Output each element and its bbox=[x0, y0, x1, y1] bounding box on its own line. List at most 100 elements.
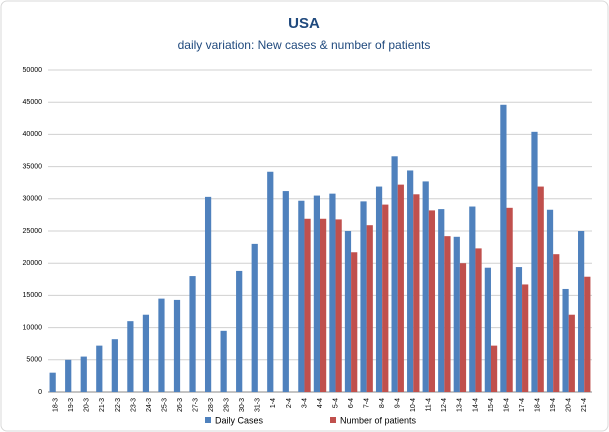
x-tick-label: 20-3 bbox=[84, 398, 91, 412]
bar bbox=[320, 218, 327, 392]
legend-label: Daily Cases bbox=[215, 415, 264, 425]
x-tick-label: 21-4 bbox=[581, 398, 588, 412]
bar bbox=[413, 194, 420, 392]
bar bbox=[546, 209, 554, 392]
bar bbox=[500, 104, 507, 392]
x-tick-label: 31-3 bbox=[255, 398, 262, 412]
y-tick-label: 35000 bbox=[23, 163, 43, 170]
bar bbox=[173, 299, 181, 392]
bar bbox=[335, 219, 342, 392]
bar bbox=[298, 200, 305, 392]
x-tick-label: 19-3 bbox=[68, 398, 75, 412]
bar bbox=[65, 359, 72, 392]
y-tick-label: 25000 bbox=[23, 228, 43, 235]
legend-swatch bbox=[330, 417, 336, 423]
bar bbox=[522, 284, 529, 392]
x-tick-label: 12-4 bbox=[441, 398, 448, 412]
x-tick-label: 19-4 bbox=[550, 398, 557, 412]
bar bbox=[375, 186, 383, 392]
y-tick-label: 10000 bbox=[23, 324, 43, 331]
bar bbox=[397, 184, 404, 392]
bar bbox=[366, 225, 373, 392]
bar bbox=[422, 181, 429, 392]
bar bbox=[80, 356, 87, 392]
bar bbox=[578, 231, 585, 392]
bar bbox=[568, 314, 575, 392]
x-tick-label: 26-3 bbox=[177, 398, 184, 412]
x-tick-label: 23-3 bbox=[130, 398, 137, 412]
bar bbox=[351, 252, 358, 392]
x-tick-label: 18-3 bbox=[53, 398, 60, 412]
x-tick-label: 7-4 bbox=[363, 398, 370, 408]
bar bbox=[453, 236, 460, 392]
x-tick-label: 6-4 bbox=[348, 398, 355, 408]
bar bbox=[189, 276, 196, 392]
y-tick-label: 15000 bbox=[23, 292, 43, 299]
bar bbox=[515, 267, 523, 392]
x-tick-label: 1-4 bbox=[270, 398, 277, 408]
bar bbox=[459, 263, 467, 392]
bar bbox=[96, 345, 103, 392]
x-tick-label: 24-3 bbox=[146, 398, 153, 412]
x-tick-label: 20-4 bbox=[566, 398, 573, 412]
bar bbox=[407, 170, 414, 392]
bar bbox=[329, 193, 336, 392]
bar bbox=[553, 254, 560, 392]
x-tick-label: 21-3 bbox=[99, 398, 106, 412]
bar bbox=[304, 218, 311, 392]
bar bbox=[158, 298, 165, 392]
x-tick-label: 11-4 bbox=[426, 398, 433, 412]
x-tick-label: 2-4 bbox=[286, 398, 293, 408]
bar bbox=[391, 156, 398, 392]
bar bbox=[267, 171, 274, 392]
y-tick-label: 0 bbox=[38, 389, 42, 396]
x-tick-label: 10-4 bbox=[410, 398, 417, 412]
x-tick-label: 4-4 bbox=[317, 398, 324, 408]
x-tick-label: 22-3 bbox=[115, 398, 122, 412]
x-tick-label: 13-4 bbox=[457, 398, 464, 412]
legend-swatch bbox=[205, 417, 211, 423]
x-tick-label: 16-4 bbox=[503, 398, 510, 412]
x-tick-label: 8-4 bbox=[379, 398, 386, 408]
bar bbox=[438, 209, 445, 392]
x-tick-label: 5-4 bbox=[332, 398, 339, 408]
x-tick-label: 30-3 bbox=[239, 398, 246, 412]
bar bbox=[531, 131, 538, 392]
bar bbox=[475, 248, 482, 392]
bar bbox=[220, 330, 227, 392]
x-tick-label: 29-3 bbox=[224, 398, 231, 412]
bar bbox=[142, 314, 150, 392]
bar bbox=[490, 345, 498, 392]
bar bbox=[344, 231, 352, 392]
bar bbox=[49, 372, 56, 392]
y-tick-label: 40000 bbox=[23, 131, 43, 138]
x-tick-label: 17-4 bbox=[519, 398, 526, 412]
x-tick-label: 18-4 bbox=[534, 398, 541, 412]
bar bbox=[282, 191, 289, 392]
bar bbox=[562, 288, 569, 392]
x-tick-label: 25-3 bbox=[161, 398, 168, 412]
legend-label: Number of patients bbox=[340, 415, 417, 425]
x-tick-label: 15-4 bbox=[488, 398, 495, 412]
bar bbox=[382, 204, 389, 392]
y-tick-label: 45000 bbox=[23, 99, 43, 106]
bar bbox=[127, 321, 134, 392]
y-tick-label: 5000 bbox=[26, 357, 42, 364]
bar bbox=[428, 210, 436, 392]
y-tick-label: 50000 bbox=[23, 67, 43, 74]
x-tick-label: 9-4 bbox=[395, 398, 402, 408]
bar bbox=[360, 201, 367, 392]
x-tick-label: 28-3 bbox=[208, 398, 215, 412]
bar bbox=[506, 207, 513, 392]
y-tick-label: 30000 bbox=[23, 196, 43, 203]
x-tick-label: 14-4 bbox=[472, 398, 479, 412]
bar bbox=[469, 206, 476, 392]
bar bbox=[484, 267, 491, 392]
bar bbox=[111, 339, 118, 392]
bar bbox=[251, 243, 258, 392]
x-tick-label: 27-3 bbox=[193, 398, 200, 412]
chart-subtitle: daily variation: New cases & number of p… bbox=[178, 38, 431, 52]
bar bbox=[204, 196, 212, 392]
bar bbox=[444, 236, 451, 392]
